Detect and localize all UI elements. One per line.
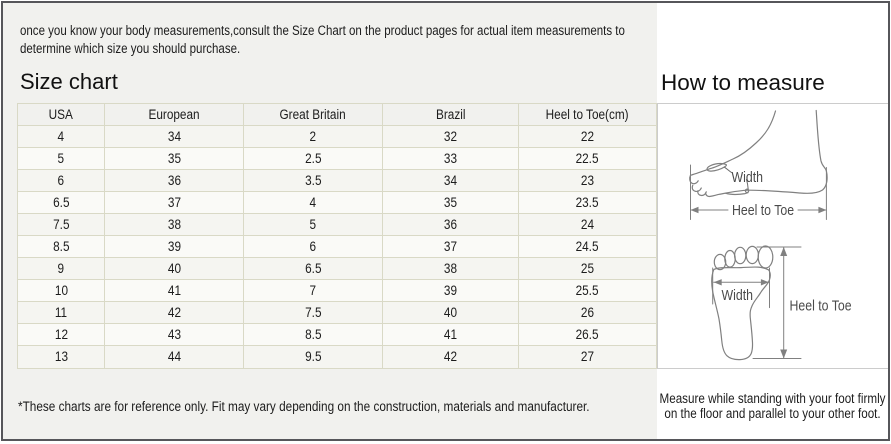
svg-text:Width: Width bbox=[722, 287, 753, 303]
svg-text:Width: Width bbox=[732, 169, 763, 185]
svg-text:Heel to Toe: Heel to Toe bbox=[790, 298, 852, 314]
svg-text:Heel to Toe: Heel to Toe bbox=[732, 202, 794, 218]
